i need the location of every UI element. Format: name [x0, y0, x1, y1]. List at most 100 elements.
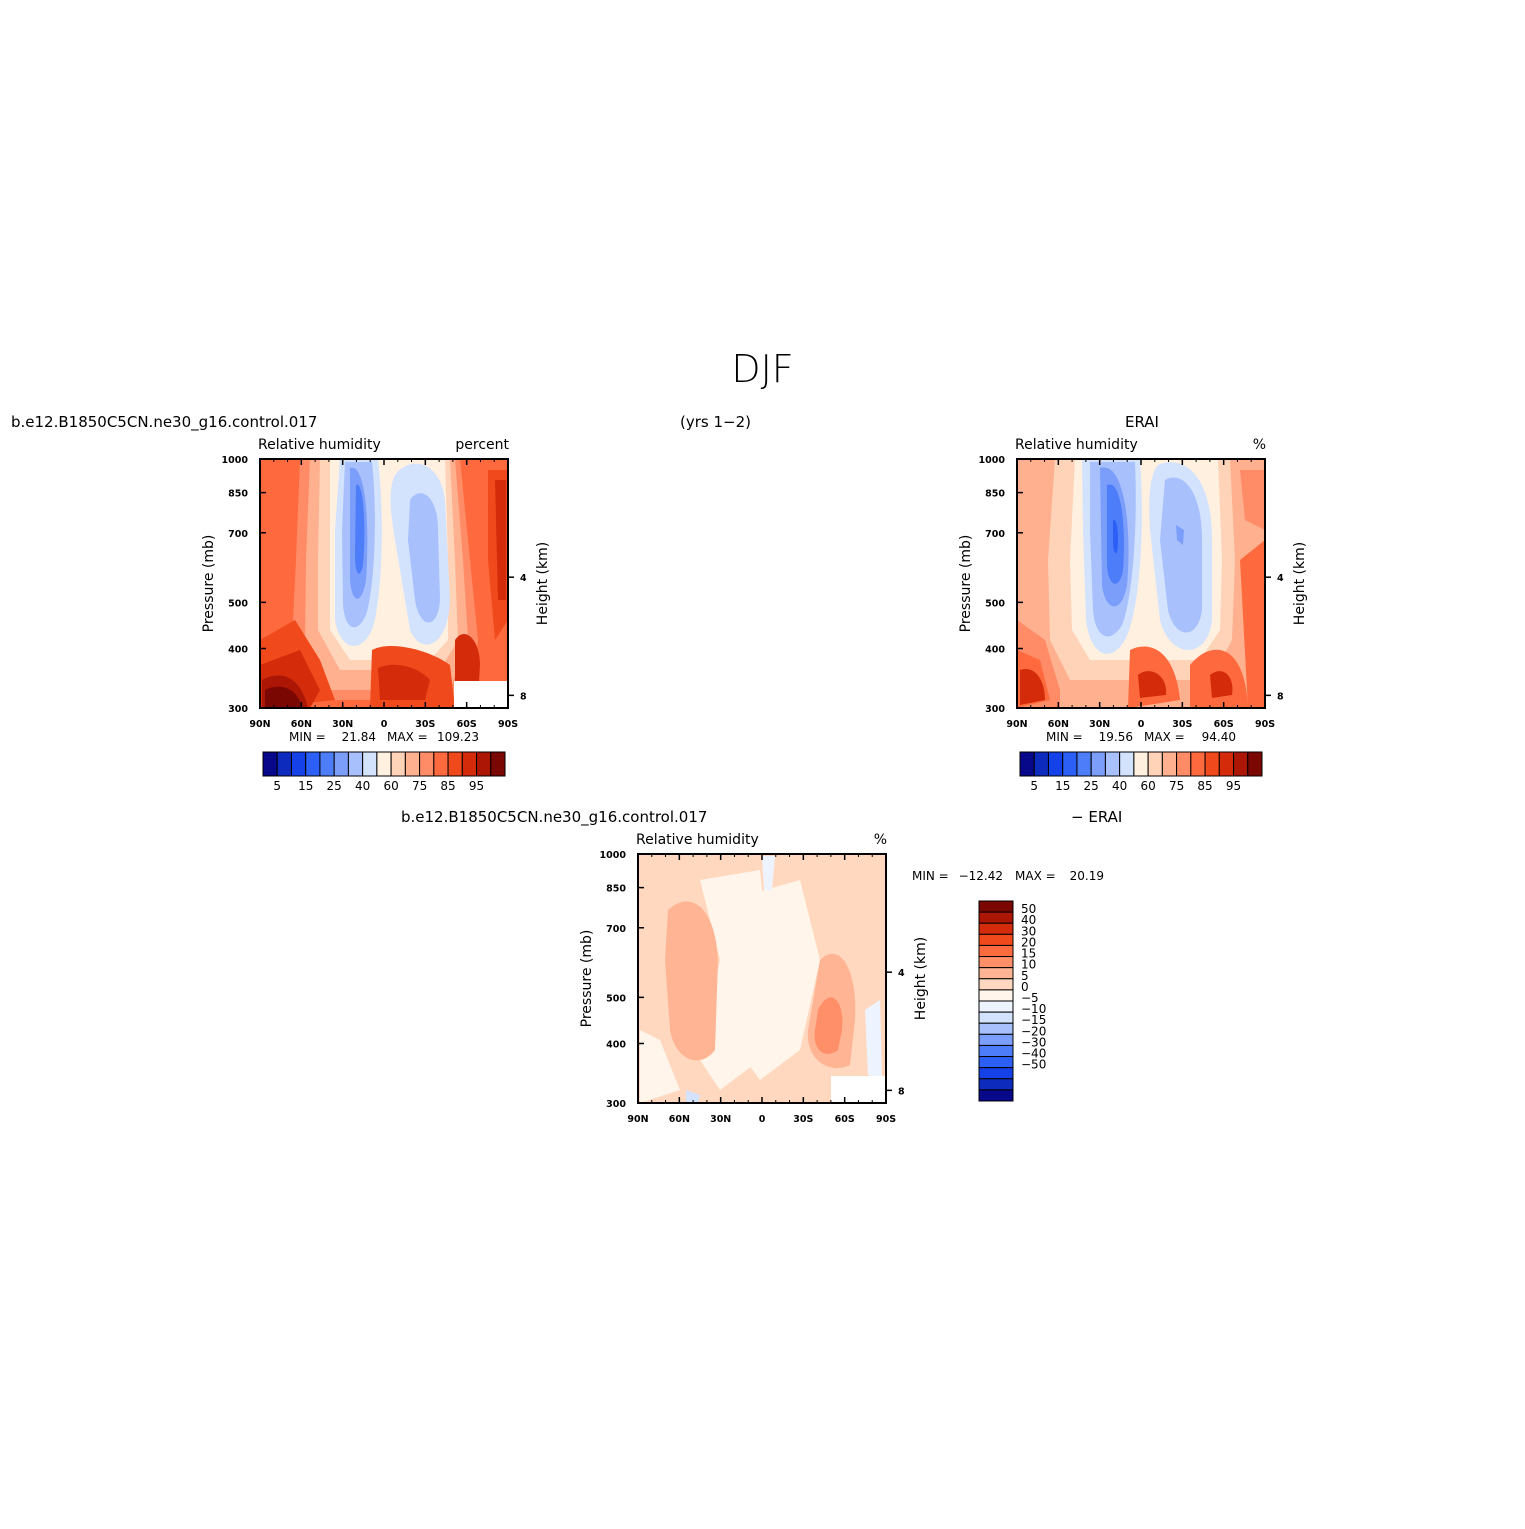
p0-max-value: 109.23 — [437, 730, 479, 744]
p2-colorbar-box — [978, 1078, 1014, 1091]
p1-colorbar-label: 85 — [1197, 779, 1212, 793]
p1-colorbar-box — [1062, 751, 1078, 777]
p1-title-left: Relative humidity — [1015, 437, 1138, 453]
model-fill-dry-south-inner — [408, 493, 440, 623]
p0-colorbar-box — [490, 751, 506, 777]
p2-colorbar-label: 50 — [1021, 902, 1036, 916]
p2-ytick-label: 500 — [606, 993, 626, 1004]
p1-title-right: % — [1253, 437, 1266, 453]
p0-colorbar-label: 60 — [383, 779, 398, 793]
p1-ylabel: Pressure (mb) — [958, 535, 974, 633]
p2-colorbar-box — [978, 1044, 1014, 1058]
p2-ylabel: Pressure (mb) — [579, 930, 595, 1028]
figure-title: DJF — [731, 347, 794, 391]
p1-colorbar-box — [1119, 751, 1135, 777]
p2-xtick-label: 30N — [710, 1114, 731, 1125]
model-contour-field — [260, 459, 508, 708]
p0-colorbar-box — [476, 751, 492, 777]
p0-ytick-right-label: 4 — [520, 573, 527, 584]
p1-ytick-label: 300 — [985, 704, 1005, 715]
p1-ytick-label: 400 — [985, 645, 1005, 656]
p2-colorbar-box — [978, 1089, 1014, 1102]
p0-ytick-label: 700 — [228, 529, 248, 540]
p2-colorbar-box — [978, 967, 1014, 980]
p1-colorbar-box — [1104, 751, 1121, 777]
p1-xtick-label: 90N — [1006, 719, 1027, 730]
p1-max-value: 94.40 — [1202, 730, 1236, 744]
diff-header-left-label: b.e12.B1850C5CN.ne30_g16.control.017 — [401, 808, 708, 826]
p1-ytick-right-label: 8 — [1277, 691, 1284, 702]
p0-xtick-label: 60S — [457, 719, 477, 730]
p2-colorbar-label: 5 — [1021, 969, 1029, 983]
p2-colorbar-label: −20 — [1021, 1024, 1046, 1038]
p2-colorbar-box — [978, 933, 1014, 946]
p1-colorbar-label: 40 — [1112, 779, 1127, 793]
p0-ylabel-right: Height (km) — [535, 542, 551, 625]
p1-colorbar-box — [1190, 751, 1206, 777]
p2-colorbar-label: 20 — [1021, 935, 1036, 949]
p2-ylabel-right: Height (km) — [913, 937, 929, 1020]
p2-colorbar-box — [978, 944, 1014, 958]
model-fill-moist-sh-core — [495, 480, 506, 600]
erai-fill-moist-eq-core — [1138, 671, 1167, 698]
p1-colorbar-box — [1233, 751, 1249, 777]
p2-colorbar-box — [978, 922, 1014, 935]
p0-colorbar-box — [262, 751, 278, 777]
p2-colorbar-box — [978, 1022, 1014, 1035]
p2-colorbar-label: −50 — [1021, 1058, 1046, 1072]
p0-colorbar-box — [290, 751, 307, 777]
p2-colorbar-box — [978, 1000, 1014, 1013]
p1-colorbar-box — [1019, 751, 1035, 777]
p0-colorbar-label: 5 — [273, 779, 281, 793]
p2-ytick-right-label: 4 — [898, 968, 905, 979]
erai-fill-moist-nh-core — [1020, 669, 1045, 705]
p0-colorbar-label: 15 — [298, 779, 313, 793]
p1-colorbar-box — [1133, 751, 1149, 777]
p2-colorbar-box — [978, 989, 1014, 1002]
p1-xtick-label: 60N — [1048, 719, 1069, 730]
p0-ytick-label: 850 — [228, 489, 248, 500]
p2-colorbar-box — [978, 1056, 1014, 1069]
p2-colorbar-box — [978, 1033, 1014, 1046]
p0-ytick-right-label: 8 — [520, 691, 527, 702]
p1-max-label: MAX = — [1144, 730, 1185, 744]
p2-colorbar-label: −10 — [1021, 1002, 1046, 1016]
p1-colorbar-label: 60 — [1140, 779, 1155, 793]
p2-colorbar-label: 30 — [1021, 924, 1036, 938]
diff-fill-neg-upper — [762, 856, 775, 890]
p2-xtick-label: 60S — [835, 1114, 855, 1125]
p1-ytick-label: 500 — [985, 598, 1005, 609]
erai-fill-moist-sh-core — [1210, 671, 1233, 698]
model-missing-data-mask — [454, 681, 508, 708]
p2-colorbar-label: −5 — [1021, 991, 1039, 1005]
p0-xtick-label: 30N — [332, 719, 353, 730]
p2-min-label: MIN = — [912, 869, 949, 883]
p1-xtick-label: 30S — [1172, 719, 1192, 730]
p0-colorbar-box — [347, 751, 364, 777]
p2-colorbar-label: 15 — [1021, 947, 1036, 961]
header-right-label: ERAI — [1125, 413, 1159, 431]
p1-colorbar-label: 15 — [1055, 779, 1070, 793]
diff-header-right-label: − ERAI — [1071, 808, 1123, 826]
model-fill-moist-eq-inner — [378, 664, 430, 700]
erai-fill-moist-sh-column — [1240, 540, 1265, 708]
model-fill-dry-north-core — [355, 484, 365, 574]
p1-colorbar-box — [1176, 751, 1192, 777]
p2-ytick-label: 400 — [606, 1040, 626, 1051]
erai-fill-dry-south-inner — [1160, 477, 1202, 633]
p0-colorbar-label: 75 — [412, 779, 427, 793]
model-fill-moist-nh-core — [265, 686, 302, 708]
p0-colorbar-label: 25 — [327, 779, 342, 793]
header-center-label: (yrs 1−2) — [680, 413, 751, 431]
p0-colorbar-box — [433, 751, 449, 777]
p2-colorbar-label: 10 — [1021, 958, 1036, 972]
p0-xtick-label: 60N — [291, 719, 312, 730]
p0-ytick-label: 300 — [228, 704, 248, 715]
p2-ytick-label: 300 — [606, 1099, 626, 1110]
p0-ytick-label: 500 — [228, 598, 248, 609]
p2-ytick-right-label: 8 — [898, 1086, 905, 1097]
p0-colorbar-box — [376, 751, 392, 777]
erai-fill-moist-sh-upper — [1240, 470, 1265, 530]
diff-missing-data-mask — [831, 1076, 886, 1103]
